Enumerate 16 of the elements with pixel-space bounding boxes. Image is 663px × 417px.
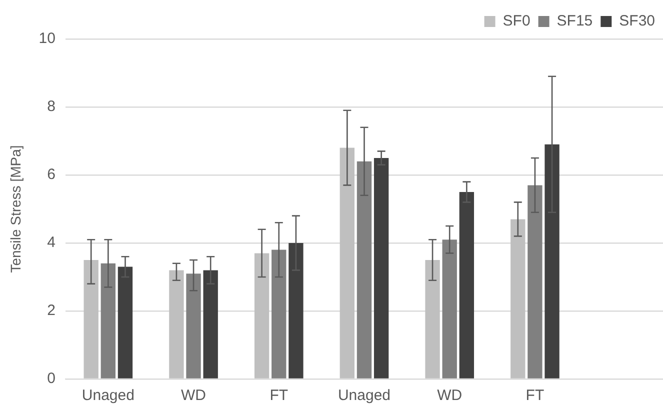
y-tick-label: 8 <box>47 98 56 116</box>
y-tick-label: 4 <box>47 234 56 252</box>
x-tick-label: Unaged <box>82 387 134 404</box>
x-tick-label: FT <box>526 387 544 404</box>
x-tick-label: Unaged <box>338 387 391 404</box>
y-tick-label: 0 <box>47 370 56 388</box>
x-tick-label: WD <box>181 387 206 404</box>
legend-label: SF0 <box>502 12 530 30</box>
x-tick-label: FT <box>270 387 288 404</box>
y-tick-label: 10 <box>38 30 56 48</box>
legend-label: SF30 <box>619 12 656 30</box>
y-tick-label: 6 <box>47 166 56 184</box>
x-tick-label: WD <box>437 387 462 404</box>
legend-label: SF15 <box>556 12 593 30</box>
y-tick-label: 2 <box>47 302 56 320</box>
y-axis-title: Tensile Stress [MPa] <box>7 145 24 273</box>
